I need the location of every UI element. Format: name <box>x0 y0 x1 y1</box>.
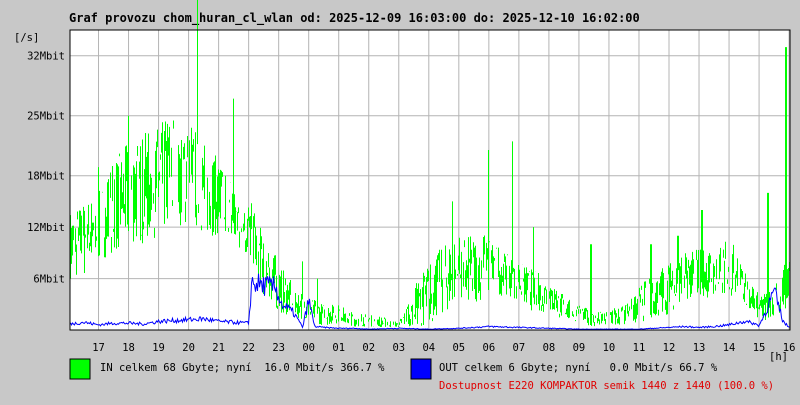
x-tick-label: 21 <box>212 342 225 354</box>
x-tick-label: 11 <box>633 342 646 354</box>
y-tick-label: 25Mbit <box>27 111 65 123</box>
x-axis-unit: [h] <box>769 351 788 363</box>
y-tick-label: 18Mbit <box>27 171 65 183</box>
series-out <box>70 273 790 330</box>
y-tick-labels: 6Mbit 12Mbit 18Mbit 25Mbit 32Mbit <box>27 51 65 286</box>
x-tick-label: 03 <box>392 342 405 354</box>
x-tick-label: 02 <box>362 342 375 354</box>
x-tick-label: 12 <box>663 342 676 354</box>
y-axis-unit: [/s] <box>14 32 39 44</box>
x-tick-label: 15 <box>753 342 766 354</box>
x-tick-label: 20 <box>182 342 195 354</box>
legend-out-label: OUT celkem 6 Gbyte; nyní 0.0 Mbit/s 66.7… <box>439 362 718 374</box>
x-tick-label: 08 <box>543 342 556 354</box>
x-tick-label: 17 <box>92 342 105 354</box>
legend-in-label: IN celkem 68 Gbyte; nyní 16.0 Mbit/s 366… <box>100 362 385 374</box>
y-tick-label: 32Mbit <box>27 51 65 63</box>
x-tick-label: 01 <box>332 342 345 354</box>
y-tick-label: 6Mbit <box>33 274 65 286</box>
availability-label: Dostupnost E220 KOMPAKTOR semik 1440 z 1… <box>439 380 774 392</box>
x-tick-label: 18 <box>122 342 135 354</box>
x-tick-label: 10 <box>603 342 616 354</box>
series-in <box>70 0 790 328</box>
out-series-line <box>70 273 790 330</box>
x-tick-label: 05 <box>452 342 465 354</box>
y-tick-label: 12Mbit <box>27 222 65 234</box>
x-tick-label: 19 <box>152 342 165 354</box>
x-tick-label: 13 <box>693 342 706 354</box>
x-tick-labels: 17 18 19 20 21 22 23 00 01 02 03 04 05 06 07 08 09 10 11 12… <box>92 342 795 354</box>
x-tick-label: 23 <box>272 342 285 354</box>
x-tick-label: 07 <box>513 342 526 354</box>
chart-title: Graf provozu chom_huran_cl_wlan od: 2025… <box>69 11 640 26</box>
plot-border <box>69 29 791 331</box>
legend-in-swatch <box>69 358 91 380</box>
x-tick-label: 04 <box>422 342 435 354</box>
x-tick-label: 16 <box>783 342 796 354</box>
x-tick-label: 22 <box>242 342 255 354</box>
legend-out-swatch <box>410 358 432 380</box>
x-tick-label: 14 <box>723 342 736 354</box>
x-tick-label: 09 <box>573 342 586 354</box>
x-tick-label: 06 <box>483 342 496 354</box>
x-tick-label: 00 <box>302 342 315 354</box>
